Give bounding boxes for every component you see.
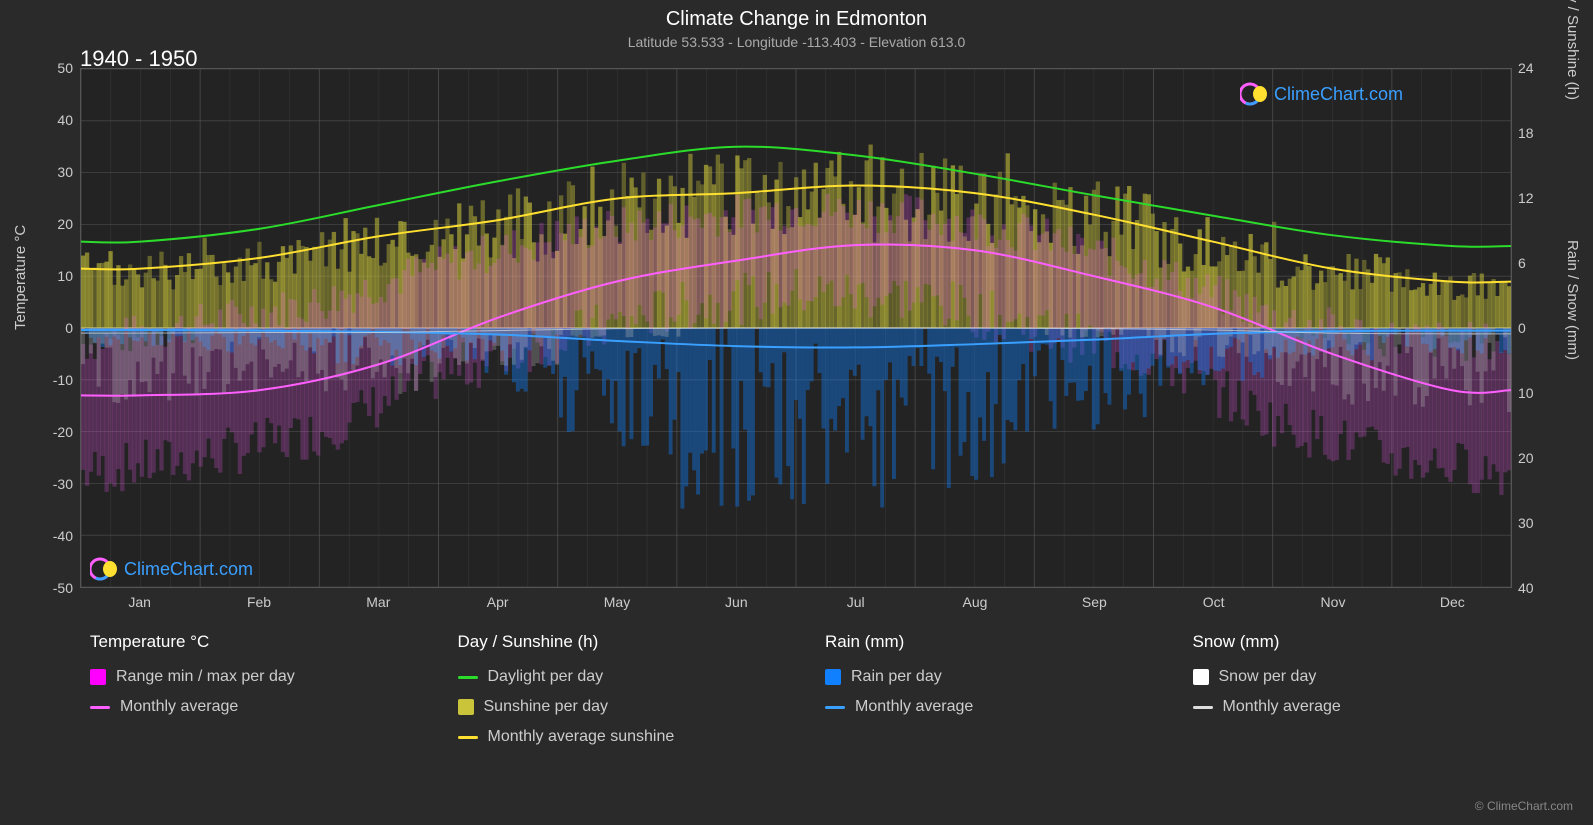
legend-swatch <box>90 706 110 709</box>
legend-swatch <box>458 699 474 715</box>
y-axis-right-bottom-label: Rain / Snow (mm) <box>1564 240 1581 360</box>
plot-area <box>80 68 1512 588</box>
month-label: May <box>604 594 630 610</box>
y-left-tick: 10 <box>13 268 73 284</box>
legend-title: Temperature °C <box>90 632 418 652</box>
legend-swatch <box>458 676 478 679</box>
legend-swatch <box>1193 669 1209 685</box>
y-left-tick: -20 <box>13 424 73 440</box>
legend-label: Daylight per day <box>488 668 604 686</box>
month-label: Aug <box>963 594 988 610</box>
y-right-tick: 24 <box>1518 60 1534 76</box>
y-right-tick: 30 <box>1518 515 1534 531</box>
copyright: © ClimeChart.com <box>1475 799 1573 813</box>
y-right-tick: 40 <box>1518 580 1534 596</box>
y-left-tick: -30 <box>13 476 73 492</box>
legend: Temperature °C Range min / max per day Mon… <box>90 632 1520 746</box>
legend-label: Monthly average sunshine <box>488 728 675 746</box>
logo-bottom: ClimeChart.com <box>90 555 253 583</box>
y-right-tick: 0 <box>1518 320 1526 336</box>
y-right-tick: 12 <box>1518 190 1534 206</box>
legend-title: Rain (mm) <box>825 632 1153 652</box>
legend-label: Range min / max per day <box>116 668 295 686</box>
y-right-tick: 20 <box>1518 450 1534 466</box>
legend-item: Sunshine per day <box>458 698 786 716</box>
legend-column: Temperature °C Range min / max per day Mon… <box>90 632 418 746</box>
legend-item: Monthly average <box>1193 698 1521 716</box>
month-label: Sep <box>1082 594 1107 610</box>
legend-label: Rain per day <box>851 668 942 686</box>
month-label: Jan <box>128 594 151 610</box>
chart-subtitle: Latitude 53.533 - Longitude -113.403 - E… <box>0 34 1593 50</box>
legend-title: Day / Sunshine (h) <box>458 632 786 652</box>
logo-text: ClimeChart.com <box>1274 84 1403 105</box>
month-label: Apr <box>487 594 509 610</box>
legend-swatch <box>1193 706 1213 709</box>
logo-text: ClimeChart.com <box>124 559 253 580</box>
y-left-tick: -10 <box>13 372 73 388</box>
month-label: Oct <box>1203 594 1225 610</box>
y-right-tick: 6 <box>1518 255 1526 271</box>
legend-column: Day / Sunshine (h) Daylight per day Sunshi… <box>458 632 786 746</box>
legend-swatch <box>458 736 478 739</box>
legend-swatch <box>825 669 841 685</box>
legend-item: Monthly average <box>90 698 418 716</box>
legend-item: Monthly average <box>825 698 1153 716</box>
logo-icon <box>1240 80 1268 108</box>
month-label: Nov <box>1321 594 1346 610</box>
y-right-tick: 10 <box>1518 385 1534 401</box>
y-axis-right-top-label: Day / Sunshine (h) <box>1564 0 1581 100</box>
legend-column: Snow (mm) Snow per day Monthly average <box>1193 632 1521 746</box>
legend-swatch <box>90 669 106 685</box>
legend-item: Monthly average sunshine <box>458 728 786 746</box>
legend-label: Monthly average <box>855 698 973 716</box>
legend-label: Monthly average <box>120 698 238 716</box>
legend-item: Daylight per day <box>458 668 786 686</box>
month-label: Jul <box>847 594 865 610</box>
climate-chart: Climate Change in Edmonton Latitude 53.5… <box>0 0 1593 825</box>
y-left-tick: 30 <box>13 164 73 180</box>
legend-item: Snow per day <box>1193 668 1521 686</box>
month-label: Dec <box>1440 594 1465 610</box>
legend-item: Range min / max per day <box>90 668 418 686</box>
legend-swatch <box>825 706 845 709</box>
y-left-tick: 40 <box>13 112 73 128</box>
y-right-tick: 18 <box>1518 125 1534 141</box>
legend-item: Rain per day <box>825 668 1153 686</box>
legend-title: Snow (mm) <box>1193 632 1521 652</box>
month-label: Mar <box>366 594 390 610</box>
y-left-tick: 20 <box>13 216 73 232</box>
legend-column: Rain (mm) Rain per day Monthly average <box>825 632 1153 746</box>
legend-label: Monthly average <box>1223 698 1341 716</box>
legend-label: Snow per day <box>1219 668 1317 686</box>
month-label: Feb <box>247 594 271 610</box>
chart-title: Climate Change in Edmonton <box>0 8 1593 31</box>
legend-label: Sunshine per day <box>484 698 609 716</box>
logo-top: ClimeChart.com <box>1240 80 1403 108</box>
y-left-tick: 0 <box>13 320 73 336</box>
y-left-tick: -40 <box>13 528 73 544</box>
y-left-tick: 50 <box>13 60 73 76</box>
month-label: Jun <box>725 594 748 610</box>
logo-icon <box>90 555 118 583</box>
y-left-tick: -50 <box>13 580 73 596</box>
